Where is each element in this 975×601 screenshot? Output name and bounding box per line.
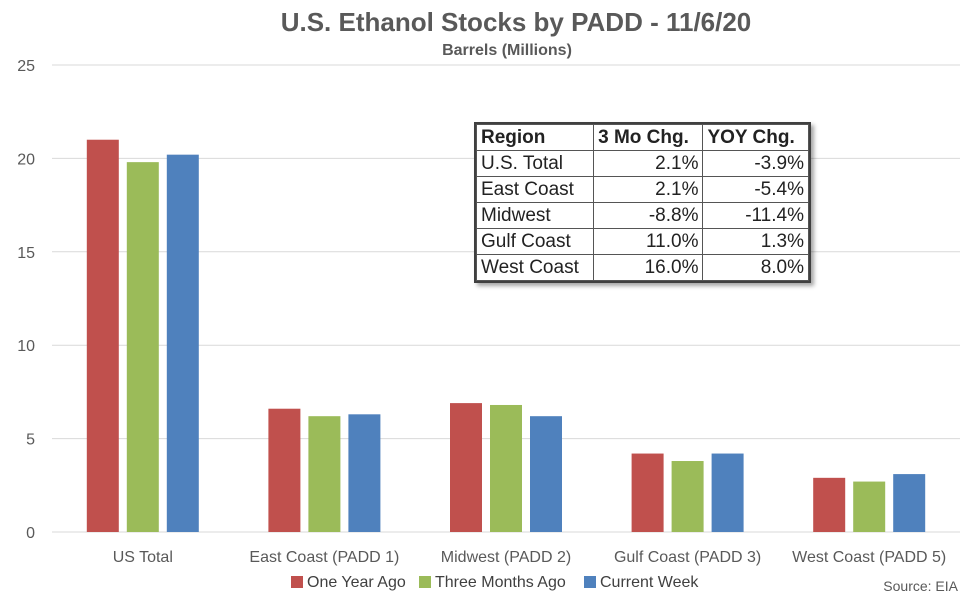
bar-current-week <box>711 453 744 532</box>
x-tick-label: East Coast (PADD 1) <box>249 549 399 566</box>
y-tick-label: 10 <box>17 338 35 355</box>
row-yoy: -5.4% <box>702 176 809 203</box>
row-3mo: 2.1% <box>593 150 704 177</box>
legend-label: Three Months Ago <box>435 574 566 591</box>
x-tick-label: Gulf Coast (PADD 3) <box>614 549 761 566</box>
legend: One Year Ago Three Months Ago Current Week <box>291 574 699 591</box>
row-region: East Coast <box>475 176 595 203</box>
row-region: West Coast <box>475 254 595 281</box>
row-3mo: 16.0% <box>593 254 704 281</box>
table-row: U.S. Total 2.1% -3.9% <box>475 150 809 177</box>
chart-title: U.S. Ethanol Stocks by PADD - 11/6/20 <box>281 7 752 37</box>
row-region: U.S. Total <box>475 150 595 177</box>
bar-three-months-ago <box>490 404 522 532</box>
y-tick-label: 20 <box>17 151 35 168</box>
y-tick-label: 25 <box>17 58 35 75</box>
table-row: Gulf Coast 11.0% 1.3% <box>475 228 809 255</box>
table-row: Midwest -8.8% -11.4% <box>475 202 809 229</box>
x-tick-label: West Coast (PADD 5) <box>792 549 946 566</box>
bar-three-months-ago <box>308 416 341 532</box>
table-header-row: Region 3 Mo Chg. YOY Chg. <box>475 124 809 151</box>
bar-current-week <box>530 416 562 532</box>
legend-label: Current Week <box>600 574 699 591</box>
y-tick-label: 15 <box>17 245 35 262</box>
row-3mo: 11.0% <box>593 228 704 255</box>
change-table-grid: Region 3 Mo Chg. YOY Chg. U.S. Total 2.1… <box>475 124 809 281</box>
legend-label: One Year Ago <box>307 574 406 591</box>
bar-one-year-ago <box>450 403 482 532</box>
header-yoy-chg: YOY Chg. <box>702 124 809 151</box>
bar-three-months-ago <box>853 481 886 532</box>
x-tick-label: US Total <box>113 549 173 566</box>
bar-three-months-ago <box>671 461 704 532</box>
row-3mo: 2.1% <box>593 176 704 203</box>
bar-three-months-ago <box>126 162 159 533</box>
row-yoy: 8.0% <box>702 254 809 281</box>
source-note: Source: EIA <box>883 578 958 594</box>
table-row: West Coast 16.0% 8.0% <box>475 254 809 281</box>
bar-current-week <box>166 154 199 532</box>
table-row: East Coast 2.1% -5.4% <box>475 176 809 203</box>
x-axis: US Total East Coast (PADD 1) Midwest (PADD… <box>113 549 947 566</box>
y-tick-label: 5 <box>26 432 35 449</box>
change-table: Region 3 Mo Chg. YOY Chg. U.S. Total 2.1… <box>474 122 811 283</box>
bars <box>86 139 926 533</box>
row-yoy: 1.3% <box>702 228 809 255</box>
legend-swatch <box>419 576 431 588</box>
bar-current-week <box>348 414 381 532</box>
row-yoy: -3.9% <box>702 150 809 177</box>
header-region: Region <box>475 124 595 151</box>
bar-one-year-ago <box>631 453 664 532</box>
x-tick-label: Midwest (PADD 2) <box>441 549 571 566</box>
y-axis: 0 5 10 15 20 25 <box>17 58 35 542</box>
y-tick-label: 0 <box>26 525 35 542</box>
legend-swatch <box>291 576 303 588</box>
legend-swatch <box>584 576 596 588</box>
row-region: Gulf Coast <box>475 228 595 255</box>
row-3mo: -8.8% <box>593 202 704 229</box>
row-region: Midwest <box>475 202 595 229</box>
bar-current-week <box>893 474 926 532</box>
chart-subtitle: Barrels (Millions) <box>442 42 572 59</box>
bar-one-year-ago <box>813 477 846 532</box>
bar-one-year-ago <box>86 139 119 532</box>
header-3mo-chg: 3 Mo Chg. <box>593 124 704 151</box>
row-yoy: -11.4% <box>702 202 809 229</box>
bar-one-year-ago <box>268 408 301 532</box>
